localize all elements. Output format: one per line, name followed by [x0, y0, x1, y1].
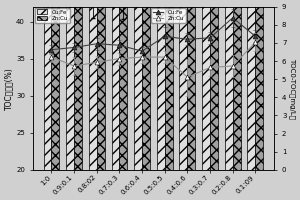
Bar [74, 0, 82, 170]
Bar [112, 0, 119, 170]
Bar [248, 0, 255, 170]
Bar [44, 0, 52, 170]
Bar [89, 0, 97, 170]
Y-axis label: TOC去除率(%): TOC去除率(%) [4, 67, 13, 110]
Legend: Cu:Fe, Zn:Cu: Cu:Fe, Zn:Cu [152, 8, 185, 23]
Bar [255, 0, 263, 170]
Y-axis label: TOC0-TOC（mg/L）: TOC0-TOC（mg/L） [289, 58, 296, 119]
Bar [142, 0, 150, 170]
Bar [97, 0, 105, 170]
Bar [157, 0, 165, 170]
Bar [179, 0, 188, 170]
Bar [165, 0, 173, 170]
Bar [52, 0, 59, 170]
Bar [210, 0, 218, 170]
Bar [202, 0, 210, 170]
Bar [225, 0, 233, 170]
Bar [119, 0, 128, 170]
Bar [188, 0, 195, 170]
Bar [134, 0, 142, 170]
Bar [66, 0, 74, 170]
Bar [233, 0, 241, 170]
